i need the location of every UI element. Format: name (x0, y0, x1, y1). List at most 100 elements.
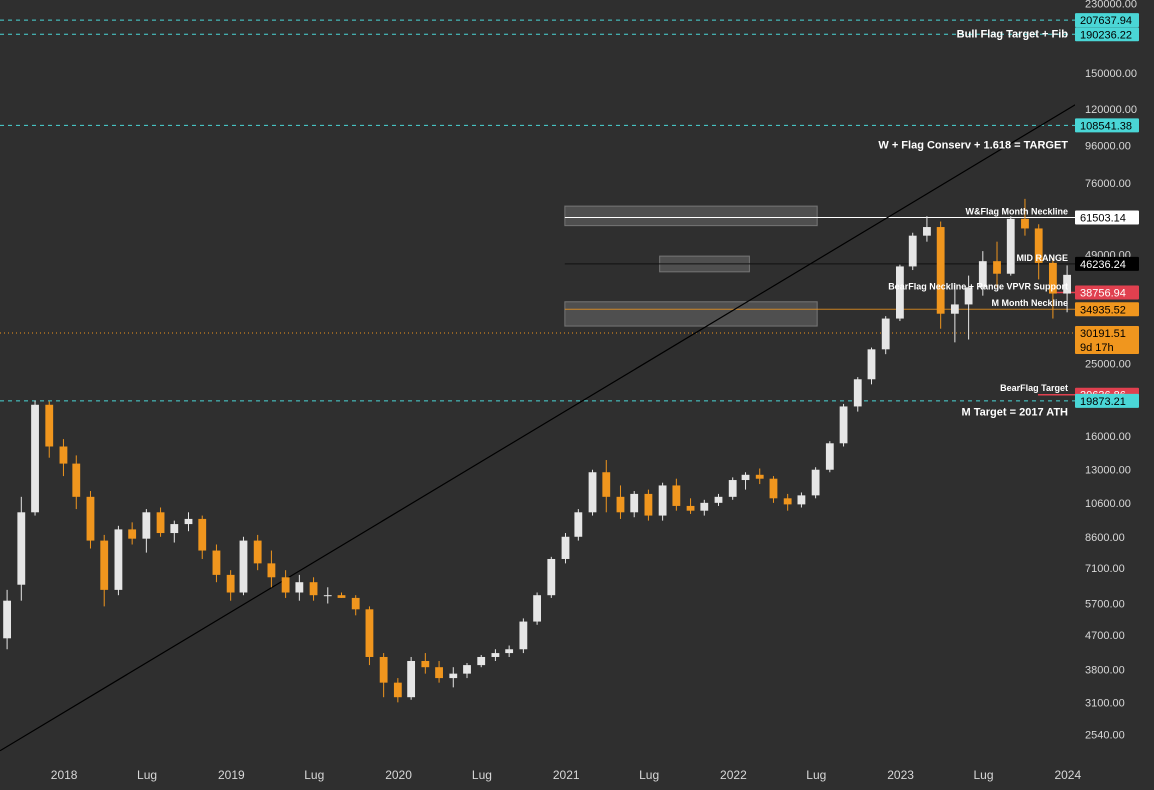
price-badge-bg (1075, 285, 1139, 300)
candle-body (950, 304, 959, 314)
candle (1006, 216, 1015, 276)
candle-body (142, 512, 151, 539)
price-badge-1: 207637.94 (1075, 13, 1139, 28)
price-badge-bg (1075, 118, 1139, 133)
candle-body (547, 558, 556, 596)
y-tick-label: 13000.00 (1085, 465, 1131, 477)
candle-body (323, 595, 332, 597)
price-badge-text: 19873.21 (1080, 396, 1126, 408)
candle-body (644, 493, 653, 516)
candle-body (407, 660, 416, 698)
candle-body (100, 540, 109, 590)
candle-body (769, 478, 778, 499)
price-badge-bg (1075, 27, 1139, 42)
candle (505, 645, 514, 657)
price-badge-8: 30191.51 9d 17h (1075, 325, 1139, 354)
candle-body (505, 649, 514, 654)
y-tick-label: 4700.00 (1085, 630, 1125, 642)
candle (616, 485, 625, 519)
candle-body (993, 261, 1001, 274)
candle (45, 401, 54, 458)
candle-body (59, 446, 68, 464)
candle (908, 232, 917, 271)
price-badge-bg (1075, 302, 1139, 317)
candle-body (351, 597, 360, 610)
x-tick-label: 2021 (553, 768, 580, 782)
candle (156, 507, 165, 537)
x-tick-label: Lug (806, 768, 826, 782)
candle-body (881, 318, 890, 350)
candle-body (365, 609, 374, 657)
candle-body (797, 495, 806, 505)
candle-body (393, 682, 402, 698)
candle (769, 476, 778, 503)
candle (31, 400, 39, 516)
candle-body (936, 227, 945, 314)
candle (686, 498, 695, 514)
annotation-label-2: W + Flag Conserv + 1.618 = TARGET (878, 139, 1068, 151)
trend-line (0, 56, 1154, 752)
candle-body (630, 493, 639, 513)
candle (923, 216, 931, 242)
price-zone-2 (564, 301, 818, 327)
candle (212, 544, 221, 583)
candle (755, 468, 764, 485)
price-badges: 207637.94 190236.22 108541.38 61503.14 46236… (1075, 13, 1139, 408)
y-tick-label: 3100.00 (1085, 697, 1125, 709)
candle (3, 589, 12, 650)
candle (533, 592, 542, 625)
trend-line-group (0, 56, 1154, 752)
candle-body (811, 469, 820, 496)
price-badge-text: 38756.94 (1080, 287, 1126, 299)
price-badge-text: 30191.51 (1080, 328, 1126, 340)
candle-body (561, 536, 570, 559)
candle (1048, 258, 1057, 319)
y-tick-label: 2540.00 (1085, 730, 1125, 742)
candle (253, 534, 262, 571)
candle (1063, 265, 1072, 313)
candle (226, 570, 235, 601)
candle (59, 439, 68, 477)
candle (337, 592, 346, 598)
y-tick-label: 5700.00 (1085, 599, 1125, 611)
candle (198, 515, 207, 559)
candle-body (755, 474, 764, 479)
candle (365, 606, 374, 666)
candle (993, 241, 1001, 288)
candle (17, 496, 26, 601)
candle-body (839, 406, 848, 444)
candle-body (128, 529, 137, 539)
y-tick-label: 16000.00 (1085, 431, 1131, 443)
candle-body (923, 227, 931, 236)
price-badge-bg (1075, 393, 1139, 408)
candle (128, 522, 137, 545)
candle-body (658, 485, 667, 516)
candle-body (686, 505, 695, 511)
candle (295, 574, 304, 601)
candle-body (226, 574, 235, 593)
price-badge-text: 61503.14 (1080, 213, 1126, 225)
price-badge-7: 34935.52 (1075, 302, 1139, 317)
candle-body (867, 349, 876, 380)
candle-body (3, 600, 12, 639)
candle-body (156, 512, 165, 534)
candle-body (1021, 218, 1029, 229)
x-tick-label: Lug (973, 768, 993, 782)
candle (797, 492, 806, 508)
candle-body (728, 480, 737, 497)
annotation-label-7: BearFlag Target (1000, 383, 1068, 393)
price-badge-text: 108541.38 (1080, 120, 1132, 132)
candle (630, 491, 639, 518)
price-badge-6: 38756.94 (1075, 285, 1139, 300)
candle (881, 316, 890, 355)
candle (895, 264, 904, 322)
candle (588, 469, 597, 516)
candle-body (198, 518, 207, 551)
candle (700, 499, 709, 516)
time-axis-background (0, 760, 1154, 790)
candle-body (519, 621, 528, 650)
candle-body (825, 443, 834, 470)
x-tick-label: 2018 (51, 768, 78, 782)
